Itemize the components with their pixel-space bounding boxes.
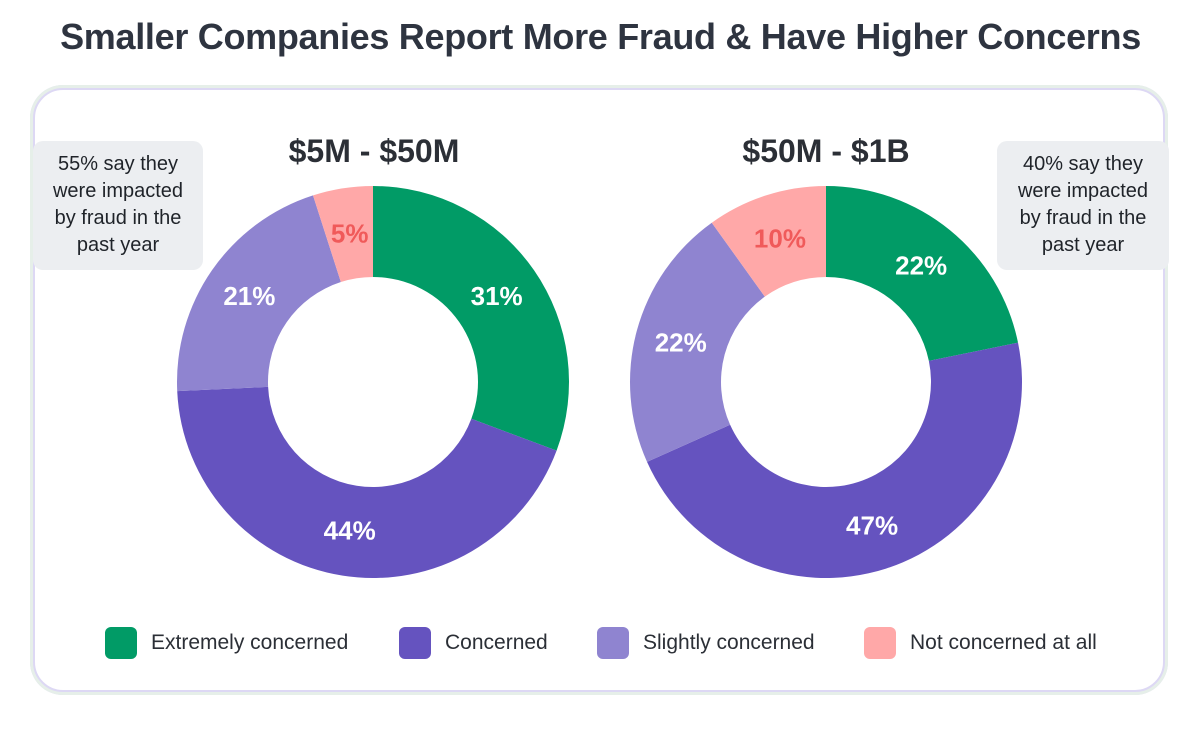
legend-item-extremely-concerned: Extremely concerned — [105, 627, 348, 659]
legend-swatch-concerned — [399, 627, 431, 659]
legend-label: Concerned — [445, 631, 548, 654]
legend-item-slightly-concerned: Slightly concerned — [597, 627, 815, 659]
donut-slice-extremely-concerned — [373, 186, 569, 451]
legend-item-concerned: Concerned — [399, 627, 548, 659]
note-line: by fraud in the — [1019, 207, 1147, 229]
donut-slice-concerned — [177, 386, 557, 578]
legend-swatch-extremely-concerned — [105, 627, 137, 659]
data-label-slightly-concerned: 21% — [223, 281, 275, 311]
legend-label: Slightly concerned — [643, 631, 815, 654]
note-line: by fraud in the — [54, 207, 182, 229]
note-line: 40% say they — [1022, 153, 1144, 175]
data-label-not-concerned: 10% — [754, 224, 806, 254]
chart-title-small-companies: $5M - $50M — [288, 133, 460, 169]
donut-slice-not-concerned — [711, 186, 826, 297]
legend-swatch-slightly-concerned — [597, 627, 629, 659]
note-line: were impacted — [1017, 180, 1149, 202]
page-title: Smaller Companies Report More Fraud & Ha… — [60, 16, 1141, 57]
chart-title-large-companies: $50M - $1B — [742, 133, 910, 169]
data-label-not-concerned: 5% — [331, 218, 369, 248]
legend-item-not-concerned: Not concerned at all — [864, 627, 1097, 659]
data-label-concerned: 47% — [846, 510, 898, 540]
impact-note-left: 55% say they were impacted by fraud in t… — [33, 141, 203, 270]
note-line: past year — [76, 234, 160, 256]
legend-label: Extremely concerned — [151, 631, 349, 654]
note-line: 55% say they — [57, 153, 179, 175]
note-line: past year — [1041, 234, 1125, 256]
donut-slice-concerned — [647, 342, 1022, 578]
donut-slice-slightly-concerned — [630, 222, 765, 462]
legend-label: Not concerned at all — [910, 631, 1097, 654]
legend: Extremely concerned Concerned Slightly c… — [0, 627, 1201, 663]
data-label-extremely-concerned: 31% — [471, 281, 523, 311]
note-line: were impacted — [52, 180, 184, 202]
data-label-slightly-concerned: 22% — [655, 328, 707, 358]
impact-note-right: 40% say they were impacted by fraud in t… — [997, 141, 1169, 270]
data-label-concerned: 44% — [324, 516, 376, 546]
data-label-extremely-concerned: 22% — [895, 250, 947, 280]
donut-slice-not-concerned — [313, 186, 373, 283]
legend-swatch-not-concerned — [864, 627, 896, 659]
donut-slice-extremely-concerned — [826, 186, 1019, 361]
donut-slice-slightly-concerned — [177, 195, 341, 392]
